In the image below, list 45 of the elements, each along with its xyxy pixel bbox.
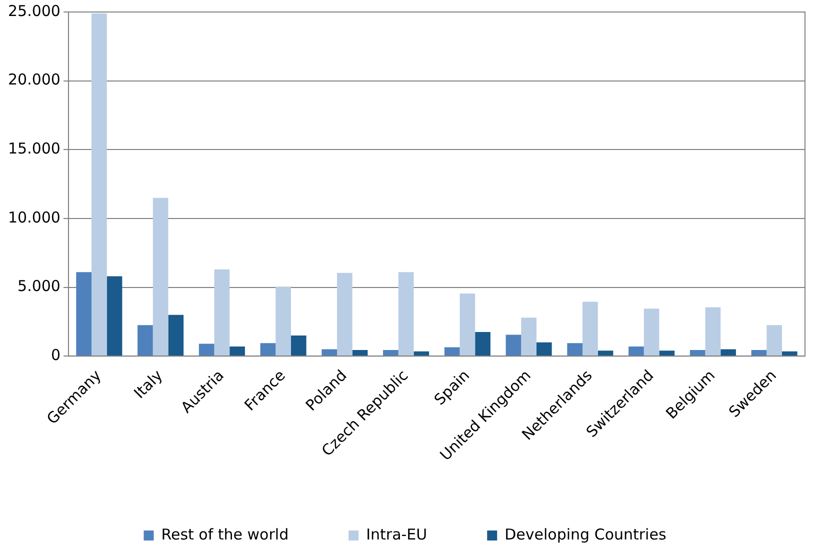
bar <box>230 346 245 356</box>
bar <box>138 325 153 356</box>
bar <box>567 343 583 356</box>
y-tick-label: 15.000 <box>8 140 60 158</box>
bar <box>92 13 107 356</box>
bar <box>598 350 614 356</box>
bar <box>690 350 706 356</box>
bar <box>383 350 398 356</box>
legend-label: Rest of the world <box>161 525 289 544</box>
bar <box>276 286 291 356</box>
bar <box>106 276 122 356</box>
bar <box>506 334 522 356</box>
y-tick-label: 0 <box>50 346 60 364</box>
bar <box>720 349 736 356</box>
bar <box>168 314 184 356</box>
bar <box>414 351 430 356</box>
bar <box>582 302 598 356</box>
bar <box>214 269 230 356</box>
y-tick-label: 10.000 <box>8 208 60 226</box>
bar <box>460 294 476 356</box>
bar <box>782 351 798 356</box>
bar <box>352 350 368 356</box>
bar <box>705 307 721 356</box>
y-tick-label: 25.000 <box>8 2 60 20</box>
bar <box>260 343 276 356</box>
bar <box>337 272 352 356</box>
bar <box>475 332 490 356</box>
bar <box>536 342 552 356</box>
bar <box>644 308 660 356</box>
bar <box>521 318 536 356</box>
bar <box>398 272 414 356</box>
bar <box>152 198 168 356</box>
bar <box>766 325 782 356</box>
bar <box>659 350 675 356</box>
bar <box>322 349 338 356</box>
bar <box>751 350 767 356</box>
y-tick-label: 5.000 <box>18 277 60 296</box>
legend-label: Developing Countries <box>504 525 666 544</box>
bar <box>444 347 460 356</box>
y-tick-label: 20.000 <box>8 70 60 89</box>
bar <box>290 335 306 356</box>
bar <box>76 272 92 356</box>
bar <box>198 344 214 356</box>
bar <box>628 346 644 356</box>
legend-label: Intra-EU <box>366 525 428 544</box>
